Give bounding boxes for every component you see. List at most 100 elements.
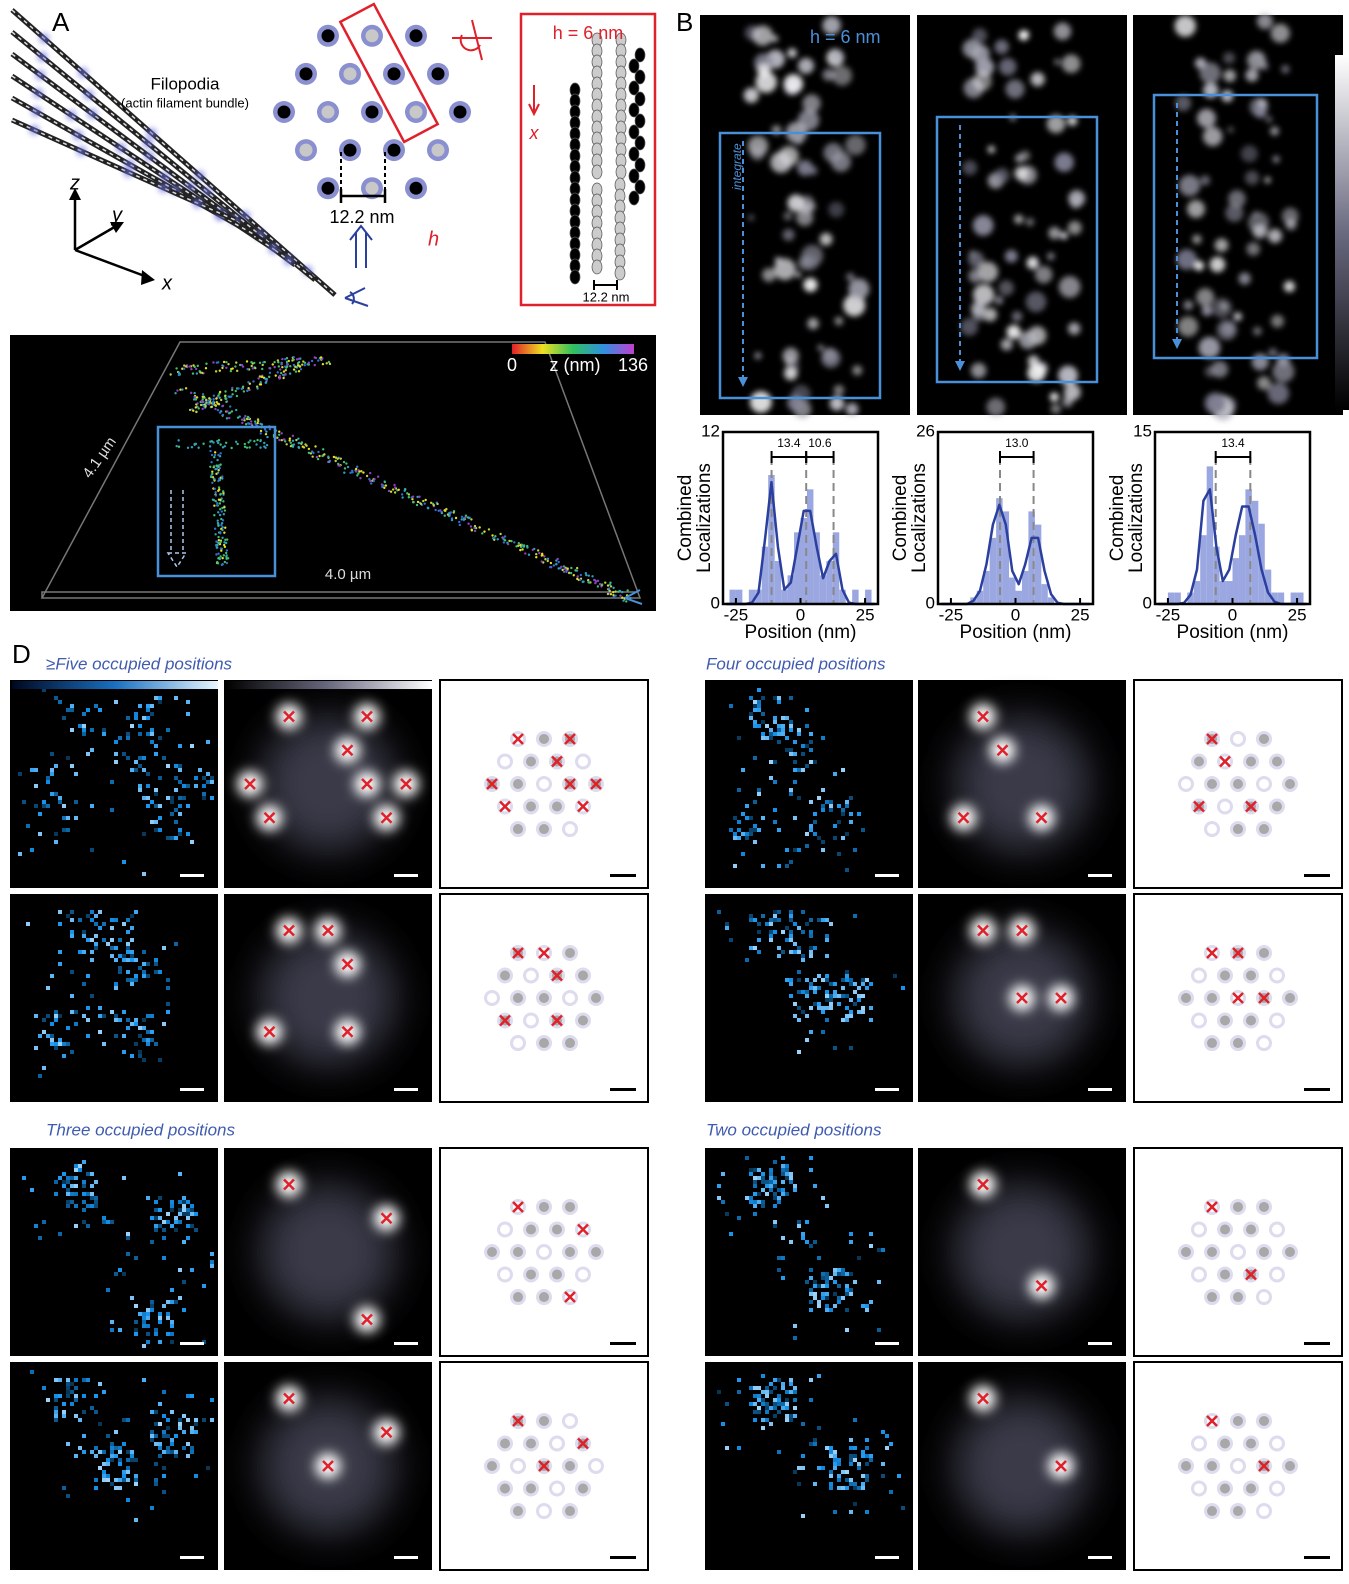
label-dot [39, 34, 49, 44]
pixel [110, 1458, 114, 1462]
lattice-site [366, 106, 379, 119]
pixel [162, 1450, 166, 1454]
blob [1062, 54, 1081, 73]
pixel [789, 950, 793, 954]
pixel [793, 816, 797, 820]
blob [830, 50, 843, 63]
pixel [845, 1308, 849, 1312]
pixel [186, 1212, 190, 1216]
lattice-site [513, 1506, 523, 1516]
lattice-site [1233, 1202, 1243, 1212]
pixel [761, 1390, 765, 1394]
pixel [785, 716, 789, 720]
pixel [146, 732, 150, 736]
localization [392, 488, 394, 490]
pixel [82, 930, 86, 934]
localization [443, 509, 445, 511]
blob [971, 363, 987, 379]
pixel [773, 760, 777, 764]
localization [221, 537, 223, 539]
pixel [154, 820, 158, 824]
pixel [793, 752, 797, 756]
pixel [837, 1300, 841, 1304]
pixel [777, 1196, 781, 1200]
localization [221, 364, 223, 366]
localization [264, 447, 266, 449]
pixel [777, 724, 781, 728]
pixel [34, 768, 38, 772]
pixel [881, 1474, 885, 1478]
monomer [616, 165, 626, 179]
lattice-site [513, 1292, 523, 1302]
pixel [881, 1462, 885, 1466]
blob [1012, 311, 1023, 322]
monomer [629, 191, 639, 205]
blob [1179, 175, 1200, 196]
pixel [130, 724, 134, 728]
localization [224, 394, 226, 396]
pixel [162, 1236, 166, 1240]
pixel [30, 768, 34, 772]
scale-bar [1304, 1556, 1330, 1559]
pixel [114, 986, 118, 990]
pixel [86, 1018, 90, 1022]
group-title: Two occupied positions [706, 1120, 882, 1139]
pixel [110, 954, 114, 958]
localization [212, 401, 214, 403]
blob [802, 94, 820, 112]
localization [244, 415, 246, 417]
pixel [773, 720, 777, 724]
pixel [829, 1276, 833, 1280]
pixel [134, 1482, 138, 1486]
pixel [18, 852, 22, 856]
pixel [146, 1030, 150, 1034]
pixel [761, 1180, 765, 1184]
localization [281, 363, 283, 365]
lattice-site [1220, 1484, 1230, 1494]
blob [1001, 338, 1013, 350]
scale-bar [180, 874, 204, 877]
pixel [817, 918, 821, 922]
localization [197, 365, 199, 367]
raw-image [10, 1148, 218, 1356]
blob [1273, 156, 1280, 163]
localization [219, 463, 221, 465]
blob [1026, 218, 1035, 227]
pixel [90, 1172, 94, 1176]
label-dot [31, 107, 41, 117]
pixel [781, 1180, 785, 1184]
localization [292, 435, 294, 437]
pixel [66, 816, 70, 820]
pixel [54, 840, 58, 844]
pixel [42, 1220, 46, 1224]
pixel [757, 1200, 761, 1204]
pixel [154, 1482, 158, 1486]
pixel [134, 768, 138, 772]
pixel [58, 1378, 62, 1382]
pixel [861, 1010, 865, 1014]
pixel [78, 918, 82, 922]
pixel [781, 728, 785, 732]
localization [340, 457, 342, 459]
pixel [853, 914, 857, 918]
localization [272, 363, 274, 365]
blob [770, 152, 791, 173]
panel-label: B [676, 7, 693, 37]
pixel [749, 696, 753, 700]
localization [183, 368, 185, 370]
localization [289, 437, 291, 439]
pixel [797, 1224, 801, 1228]
localization [195, 411, 197, 413]
localization [178, 374, 180, 376]
lattice-site [1207, 1247, 1217, 1257]
axis-label: z [69, 172, 80, 194]
blob [852, 365, 862, 375]
localization [317, 451, 319, 453]
pixel [166, 836, 170, 840]
pixel [749, 918, 753, 922]
localization [195, 406, 197, 408]
pixel [166, 1220, 170, 1224]
lattice-site [487, 1247, 497, 1257]
pixel [34, 1224, 38, 1228]
lattice-site [487, 993, 497, 1003]
